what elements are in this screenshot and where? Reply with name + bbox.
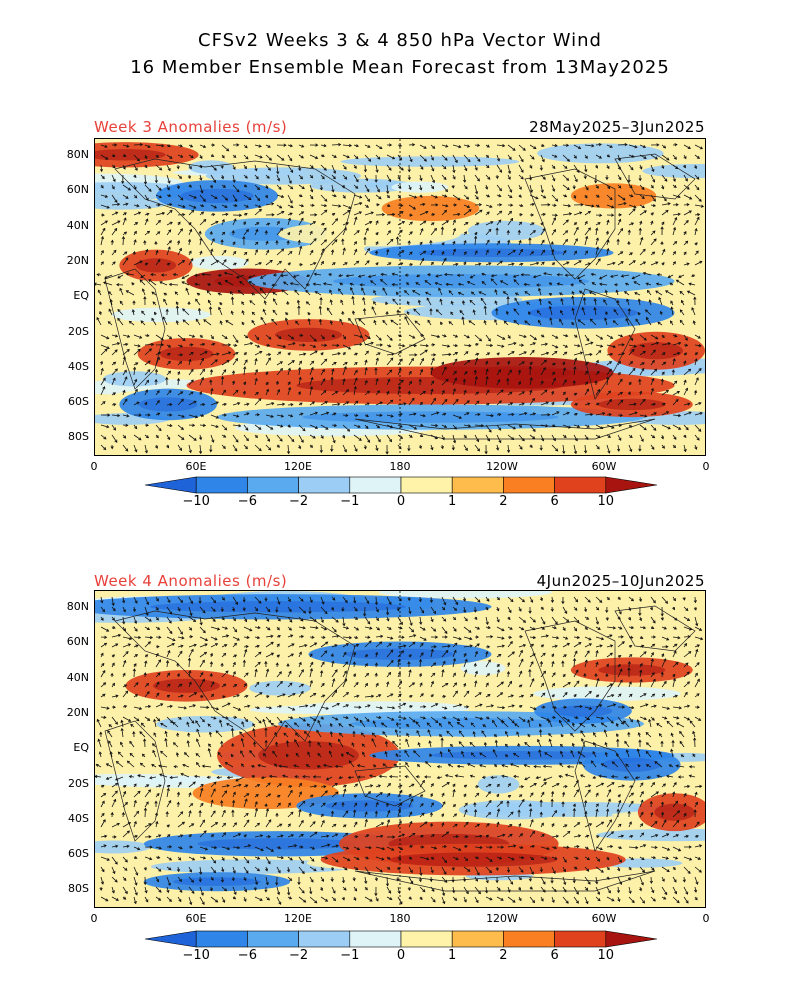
week3-colorbar: −10 −6 −2 −1 0 1 2 6 10: [144, 476, 658, 509]
colorbar-tick-label: −2: [289, 494, 309, 509]
lat-tick-label: 20S: [68, 324, 89, 338]
lat-tick-label: 40N: [66, 670, 89, 684]
colorbar-tick-label: −10: [182, 948, 210, 963]
colorbar-swatch: [247, 930, 299, 948]
colorbar-swatch: [400, 476, 453, 494]
week3-anomaly-map: [94, 138, 706, 456]
colorbar-swatch: [195, 930, 248, 948]
colorbar-swatch: [400, 930, 453, 948]
lon-tick-label: 60W: [591, 912, 617, 925]
colorbar-tick-label: 10: [597, 494, 615, 509]
colorbar-tick-label: 2: [499, 494, 508, 509]
lon-tick-label: 120E: [284, 912, 312, 925]
colorbar-tick-label: 6: [550, 494, 559, 509]
lat-tick-label: 20S: [68, 776, 89, 790]
lat-tick-label: 80N: [66, 148, 89, 161]
lat-tick-label: 20N: [66, 253, 89, 267]
lon-tick-label: 0: [90, 912, 98, 925]
colorbar-tick-label: 1: [448, 948, 457, 963]
lat-tick-label: 40S: [68, 811, 89, 825]
colorbar-swatch: [554, 476, 607, 494]
lat-tick-label: 20N: [66, 705, 89, 719]
lon-tick-label: 180: [389, 460, 411, 473]
lon-tick-label: 0: [702, 460, 710, 473]
colorbar-tick-label: −6: [237, 948, 257, 963]
panel-week3-title: Week 3 Anomalies (m/s): [94, 118, 288, 136]
lat-tick-label: 60S: [68, 395, 89, 409]
week4-colorbar: −10 −6 −2 −1 0 1 2 6 10: [144, 930, 658, 963]
lat-tick-label: 40N: [66, 218, 89, 232]
lon-tick-label: 120W: [486, 460, 518, 473]
lat-tick-label: EQ: [73, 741, 89, 755]
colorbar-tick-label: −10: [182, 494, 210, 509]
colorbar-swatch: [247, 476, 299, 494]
lon-tick-label: 60E: [185, 460, 207, 473]
panel-week4-title: Week 4 Anomalies (m/s): [94, 572, 288, 590]
colorbar-tick-label: 6: [550, 948, 559, 963]
figure-title-line2: 16 Member Ensemble Mean Forecast from 13…: [130, 57, 670, 78]
colorbar-swatch: [451, 930, 504, 948]
colorbar-tick-label: −6: [237, 494, 257, 509]
colorbar-swatch: [144, 930, 197, 948]
week4-anomaly-map: [94, 590, 706, 908]
colorbar-tick-label: 0: [396, 948, 406, 963]
lat-tick-label: 60N: [66, 635, 89, 649]
colorbar-tick-label: 1: [448, 494, 457, 509]
panel-week3-dates: 28May2025–3Jun2025: [529, 118, 705, 136]
lon-tick-label: 180: [389, 912, 411, 925]
colorbar-swatch: [298, 476, 351, 494]
lon-tick-label: 60E: [185, 912, 207, 925]
lat-tick-label: 40S: [68, 359, 89, 373]
lon-tick-label: 60W: [591, 460, 617, 473]
colorbar-swatch: [298, 930, 351, 948]
lat-tick-label: 60N: [66, 183, 89, 197]
colorbar-tick-label: 10: [597, 948, 615, 963]
colorbar-tick-label: 2: [499, 948, 508, 963]
colorbar-swatch: [605, 476, 658, 494]
colorbar-tick-label: 0: [396, 494, 406, 509]
figure-title-line1: CFSv2 Weeks 3 & 4 850 hPa Vector Wind: [198, 30, 602, 51]
colorbar-tick-label: −1: [340, 948, 360, 963]
colorbar-swatch: [144, 476, 197, 494]
colorbar-tick-label: −2: [289, 948, 309, 963]
lat-tick-label: EQ: [73, 289, 89, 303]
panel-week4-dates: 4Jun2025–10Jun2025: [536, 572, 705, 590]
lat-tick-label: 60S: [68, 847, 89, 861]
lat-tick-label: 80N: [66, 600, 89, 613]
colorbar-tick-label: −1: [340, 494, 360, 509]
lon-tick-label: 0: [90, 460, 98, 473]
colorbar-swatch: [349, 476, 402, 494]
lon-tick-label: 120W: [486, 912, 518, 925]
colorbar-swatch: [503, 930, 555, 948]
colorbar-swatch: [503, 476, 555, 494]
colorbar-swatch: [451, 476, 504, 494]
lon-tick-label: 0: [702, 912, 710, 925]
colorbar-swatch: [195, 476, 248, 494]
colorbar-swatch: [554, 930, 607, 948]
colorbar-swatch: [605, 930, 658, 948]
lat-tick-label: 80S: [68, 430, 89, 444]
colorbar-swatch: [349, 930, 402, 948]
lat-tick-label: 80S: [68, 882, 89, 896]
lon-tick-label: 120E: [284, 460, 312, 473]
